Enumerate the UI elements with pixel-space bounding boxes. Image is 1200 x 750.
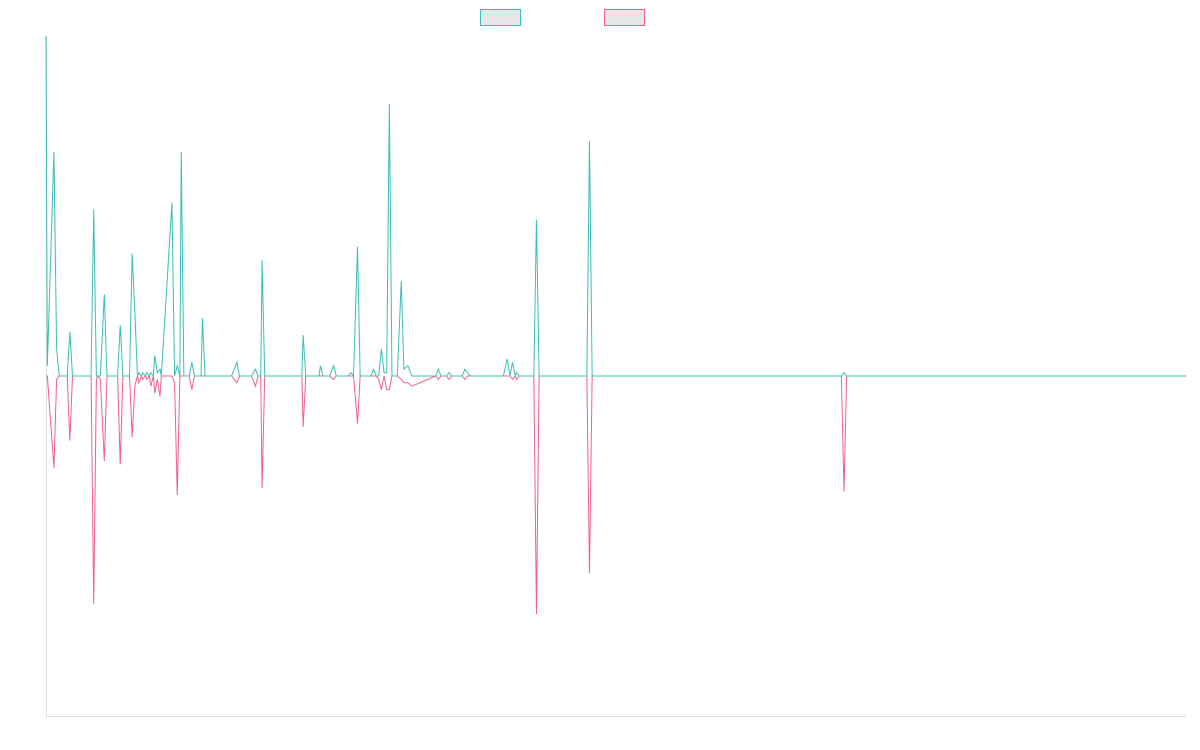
legend-swatch-series-a[interactable] [480,9,521,26]
legend-swatch-series-b[interactable] [604,9,645,26]
series-b-line[interactable] [46,374,1186,615]
series-a-line[interactable] [45,35,1186,378]
series-layer [45,35,1186,615]
legend [480,9,645,26]
